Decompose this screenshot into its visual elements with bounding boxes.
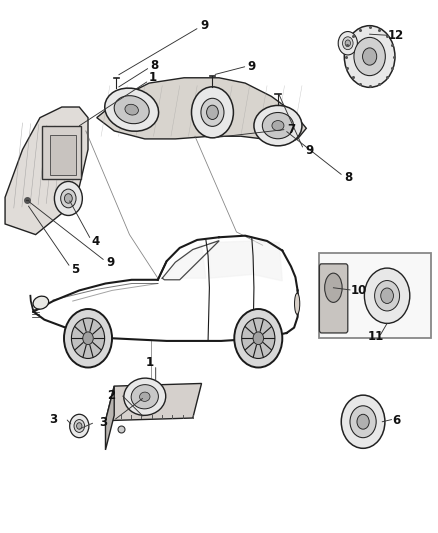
Text: 5: 5: [71, 263, 80, 276]
Ellipse shape: [114, 95, 149, 124]
Polygon shape: [106, 386, 114, 450]
Circle shape: [354, 37, 385, 76]
Circle shape: [234, 309, 283, 368]
Ellipse shape: [262, 112, 293, 139]
Ellipse shape: [131, 385, 159, 409]
FancyBboxPatch shape: [319, 264, 348, 333]
Circle shape: [374, 280, 399, 311]
FancyBboxPatch shape: [50, 135, 76, 174]
Ellipse shape: [33, 296, 49, 309]
Circle shape: [70, 414, 89, 438]
Text: 10: 10: [351, 285, 367, 297]
Polygon shape: [97, 78, 306, 144]
Text: 8: 8: [150, 59, 159, 72]
Circle shape: [242, 318, 275, 359]
Ellipse shape: [124, 378, 166, 415]
Ellipse shape: [254, 106, 302, 146]
Text: 11: 11: [367, 330, 384, 343]
Circle shape: [345, 40, 350, 46]
Ellipse shape: [140, 392, 150, 401]
Circle shape: [191, 87, 233, 138]
Text: 9: 9: [305, 144, 313, 157]
Text: 3: 3: [49, 413, 57, 425]
Text: 1: 1: [149, 71, 157, 84]
Text: 2: 2: [107, 389, 115, 402]
Polygon shape: [209, 241, 252, 278]
Circle shape: [357, 414, 369, 429]
Circle shape: [64, 193, 72, 203]
Circle shape: [71, 318, 105, 359]
Circle shape: [253, 332, 264, 345]
Ellipse shape: [294, 293, 300, 314]
Circle shape: [61, 189, 76, 208]
Circle shape: [364, 268, 410, 324]
Ellipse shape: [325, 273, 342, 302]
Circle shape: [83, 332, 93, 345]
Circle shape: [341, 395, 385, 448]
FancyBboxPatch shape: [319, 253, 431, 338]
Text: 8: 8: [345, 171, 353, 184]
Circle shape: [338, 31, 357, 55]
Text: 7: 7: [288, 123, 296, 136]
FancyBboxPatch shape: [42, 126, 81, 179]
Text: 1: 1: [145, 356, 153, 369]
Text: 3: 3: [99, 416, 108, 429]
Circle shape: [381, 288, 393, 303]
Text: 6: 6: [392, 414, 401, 427]
Text: 9: 9: [248, 60, 256, 72]
Polygon shape: [5, 107, 88, 235]
Text: 4: 4: [92, 235, 100, 248]
Circle shape: [201, 98, 224, 126]
Circle shape: [343, 37, 353, 50]
Ellipse shape: [272, 120, 284, 131]
Polygon shape: [253, 241, 283, 281]
Text: 12: 12: [388, 29, 404, 42]
Text: 9: 9: [200, 19, 208, 32]
Polygon shape: [106, 383, 201, 421]
Circle shape: [344, 26, 395, 87]
Circle shape: [74, 419, 85, 432]
Circle shape: [350, 406, 376, 438]
Text: 9: 9: [106, 256, 115, 269]
Ellipse shape: [125, 104, 138, 115]
Circle shape: [207, 105, 218, 119]
Polygon shape: [164, 244, 206, 278]
Circle shape: [54, 181, 82, 215]
Circle shape: [77, 423, 82, 429]
Circle shape: [363, 48, 377, 65]
Ellipse shape: [105, 88, 159, 131]
Circle shape: [64, 309, 112, 368]
